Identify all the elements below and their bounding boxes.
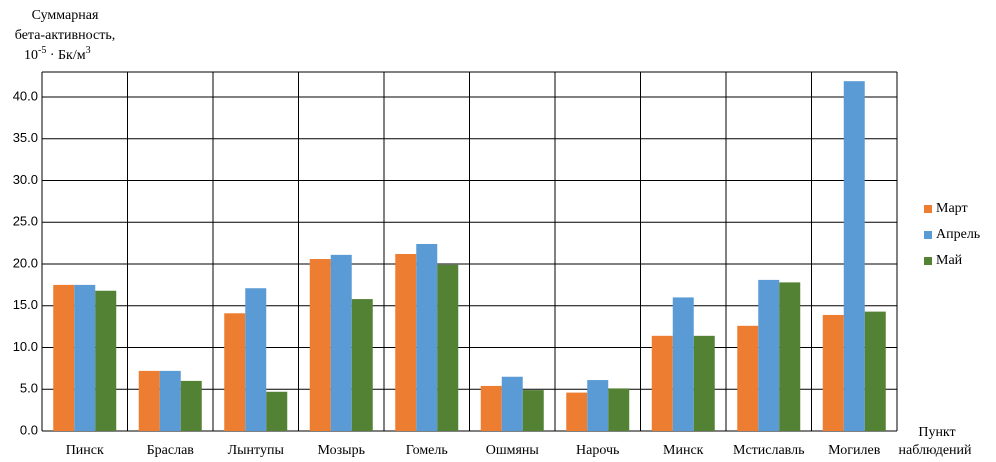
legend-swatch xyxy=(924,231,932,239)
x-tick-label: Гомель xyxy=(406,443,448,458)
legend-swatch xyxy=(924,257,932,265)
y-tick-label: 10.0 xyxy=(13,339,38,354)
y-tick-label: 25.0 xyxy=(13,214,38,229)
bar xyxy=(53,284,75,431)
unit-part: · Бк/м xyxy=(46,48,85,63)
bar xyxy=(395,254,417,431)
bar xyxy=(159,370,181,431)
bar xyxy=(587,380,609,431)
bar xyxy=(437,264,459,431)
bar xyxy=(522,390,544,431)
bar xyxy=(74,284,96,431)
bar xyxy=(779,282,801,431)
x-tick-label: Лынтупы xyxy=(228,443,285,458)
bar xyxy=(138,370,160,431)
y-tick-label: 20.0 xyxy=(13,255,38,270)
unit-part: -5 xyxy=(38,45,46,56)
x-axis-label: Пункт xyxy=(918,425,955,440)
bar xyxy=(693,335,715,431)
bar xyxy=(737,325,759,431)
y-tick-label: 40.0 xyxy=(13,88,38,103)
bar xyxy=(501,376,523,431)
bar xyxy=(266,391,288,431)
x-tick-label: Пинск xyxy=(66,443,104,458)
x-tick-label: Мстиславль xyxy=(733,443,804,458)
bar xyxy=(566,392,588,431)
x-axis-label: наблюдений xyxy=(898,443,972,458)
x-tick-label: Браслав xyxy=(147,443,195,458)
y-tick-label: 35.0 xyxy=(13,130,38,145)
x-tick-label: Мозырь xyxy=(318,443,365,458)
bar xyxy=(330,254,352,431)
legend-label: Апрель xyxy=(936,227,980,242)
y-tick-label: 5.0 xyxy=(20,381,38,396)
bar xyxy=(843,81,865,432)
y-tick-label: 15.0 xyxy=(13,297,38,312)
y-tick-label: 0.0 xyxy=(20,422,38,437)
x-tick-label: Нарочь xyxy=(576,443,619,458)
y-tick-label: 30.0 xyxy=(13,172,38,187)
unit-part: 3 xyxy=(86,45,91,56)
bar xyxy=(180,380,202,431)
bar xyxy=(672,297,694,431)
bar xyxy=(416,243,438,431)
legend-label: Май xyxy=(936,253,963,268)
bar xyxy=(351,299,373,431)
legend-swatch xyxy=(924,205,932,213)
legend-label: Март xyxy=(936,201,968,216)
bar xyxy=(95,290,117,431)
bar xyxy=(651,335,673,431)
bar xyxy=(480,385,502,431)
bar xyxy=(758,279,780,431)
bar xyxy=(864,311,886,431)
y-axis-label: бета-активность, xyxy=(15,28,115,43)
bar xyxy=(822,314,844,431)
y-axis-label: Суммарная xyxy=(32,8,99,23)
x-tick-label: Могилев xyxy=(828,443,881,458)
y-axis-unit: 10-5 · Бк/м3 xyxy=(24,45,91,63)
x-tick-label: Ошмяны xyxy=(486,443,540,458)
bar xyxy=(309,259,331,431)
bar xyxy=(608,388,630,431)
bar xyxy=(245,288,267,431)
x-tick-label: Минск xyxy=(663,443,704,458)
unit-part: 10 xyxy=(24,48,38,63)
bar xyxy=(224,313,246,431)
